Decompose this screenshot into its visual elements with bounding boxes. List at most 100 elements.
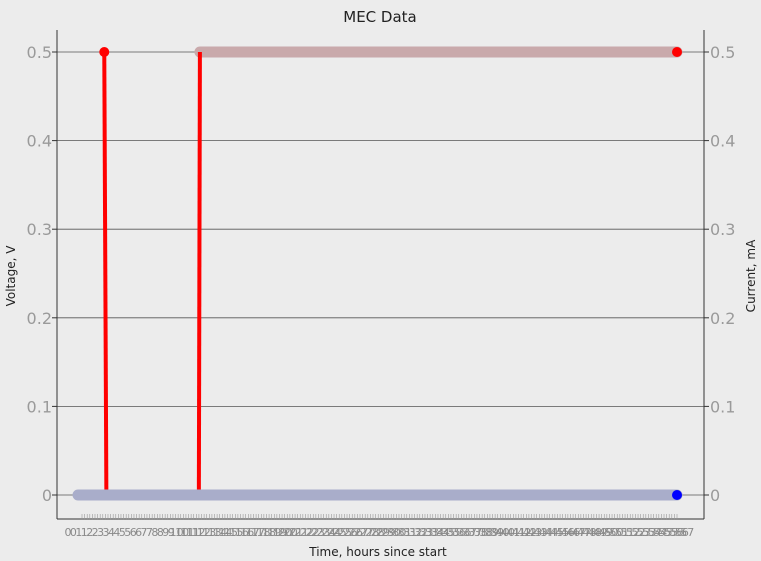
x-tick-label: 22 (305, 526, 319, 539)
x-tick-label: 22 (300, 526, 314, 539)
x-tick-label: 51 (615, 526, 629, 539)
x-tick-label: 14 (213, 526, 227, 539)
x-tick-label: 38 (474, 526, 488, 539)
x-tick-label: 50 (604, 526, 618, 539)
y-tick-label-left: 0.2 (27, 309, 52, 328)
x-tick-label: 18 (262, 526, 276, 539)
x-tick-label: 8 (157, 526, 164, 539)
x-tick-label: 3 (97, 526, 104, 539)
x-tick-label: 56 (669, 526, 683, 539)
x-tick-label: 30 (387, 526, 401, 539)
x-tick-label: 39 (490, 526, 504, 539)
x-tick-label: 15 (229, 526, 243, 539)
x-tick-label: 49 (599, 526, 613, 539)
x-tick-label: 46 (566, 526, 580, 539)
x-tick-label: 52 (626, 526, 640, 539)
x-tick-label: 16 (240, 526, 254, 539)
x-tick-label: 28 (365, 526, 379, 539)
y-axis-label-right: Current, mA (744, 239, 758, 312)
x-tick-label: 26 (349, 526, 363, 539)
x-tick-label: 45 (550, 526, 564, 539)
x-tick-label: 30 (392, 526, 406, 539)
x-tick-label: 55 (664, 526, 678, 539)
x-tick-label: 9 (168, 526, 175, 539)
x-tick-label: 19 (267, 526, 281, 539)
x-tick-label: 25 (333, 526, 347, 539)
x-tick-label: 50 (610, 526, 624, 539)
series-line (196, 51, 202, 496)
series-point (99, 47, 110, 57)
x-tick-label: 4 (113, 526, 120, 539)
x-tick-label: 48 (583, 526, 597, 539)
x-tick-label: 12 (191, 526, 205, 539)
x-tick-label: 44 (544, 526, 558, 539)
x-tick-label: 7 (146, 526, 153, 539)
x-tick-label: 32 (409, 526, 423, 539)
x-tick-label: 51 (621, 526, 635, 539)
x-tick-label: 36 (452, 526, 466, 539)
x-tick-label: 37 (468, 526, 482, 539)
x-tick-label: 21 (289, 526, 303, 539)
x-tick-label: 9 (162, 526, 169, 539)
x-tick-label: 10 (170, 526, 184, 539)
x-tick-label: 3 (103, 526, 110, 539)
x-tick-label: 14 (219, 526, 233, 539)
x-tick-label: 57 (680, 526, 694, 539)
x-tick-label: 34 (436, 526, 450, 539)
x-tick-label: 5 (119, 526, 126, 539)
x-tick-label: 33 (425, 526, 439, 539)
x-tick-label: 23 (311, 526, 325, 539)
x-tick-label: 53 (642, 526, 656, 539)
x-tick-label: 16 (235, 526, 249, 539)
x-tick-label: 4 (108, 526, 115, 539)
chart-title: MEC Data (343, 8, 416, 26)
y-tick-label-left: 0.5 (27, 43, 52, 62)
x-tick-label: 43 (528, 526, 542, 539)
x-tick-label: 8 (151, 526, 158, 539)
x-tick-label: 53 (637, 526, 651, 539)
x-tick-label: 20 (278, 526, 292, 539)
x-axis-label: Time, hours since start (308, 545, 447, 559)
x-tick-label: 54 (653, 526, 667, 539)
x-tick-label: 12 (197, 526, 211, 539)
x-tick-label: 23 (316, 526, 330, 539)
x-tick-label: 19 (273, 526, 287, 539)
x-tick-label: 1 (75, 526, 82, 539)
x-tick-label: 33 (420, 526, 434, 539)
x-tick-label: 2 (86, 526, 93, 539)
x-tick-label: 38 (479, 526, 493, 539)
plot-area: 0 00.1 0.10.2 0.20.3 0.30.4 0.40.5 0.500112233… (27, 30, 735, 539)
x-tick-label: 26 (343, 526, 357, 539)
x-tick-label: 45 (555, 526, 569, 539)
x-tick-label: 44 (539, 526, 553, 539)
y-tick-label-right: 0.2 (710, 309, 735, 328)
x-tick-label: 2 (92, 526, 99, 539)
y-tick-label-left: 0.4 (27, 132, 52, 151)
x-tick-label: 47 (577, 526, 591, 539)
x-tick-label: 20 (284, 526, 298, 539)
x-tick-label: 17 (251, 526, 265, 539)
x-tick-label: 11 (186, 526, 200, 539)
x-tick-label: 32 (414, 526, 428, 539)
series-point (672, 47, 682, 57)
y-tick-label-left: 0.1 (27, 397, 52, 416)
x-tick-label: 15 (224, 526, 238, 539)
y-tick-label-right: 0 (710, 486, 720, 505)
x-tick-label: 41 (506, 526, 520, 539)
y-axis-label-left: Voltage, V (4, 245, 18, 307)
x-tick-label: 18 (257, 526, 271, 539)
x-tick-label: 31 (403, 526, 417, 539)
y-tick-label-right: 0.4 (710, 132, 735, 151)
x-tick-label: 6 (130, 526, 137, 539)
x-tick-label: 47 (572, 526, 586, 539)
x-tick-label: 21 (295, 526, 309, 539)
x-tick-label: 24 (327, 526, 341, 539)
x-tick-label: 24 (322, 526, 336, 539)
x-tick-label: 34 (430, 526, 444, 539)
series-point (672, 490, 682, 500)
x-tick-label: 25 (338, 526, 352, 539)
x-tick-label: 10 (175, 526, 189, 539)
x-tick-label: 48 (588, 526, 602, 539)
series-line (102, 51, 109, 496)
x-tick-label: 0 (65, 526, 72, 539)
